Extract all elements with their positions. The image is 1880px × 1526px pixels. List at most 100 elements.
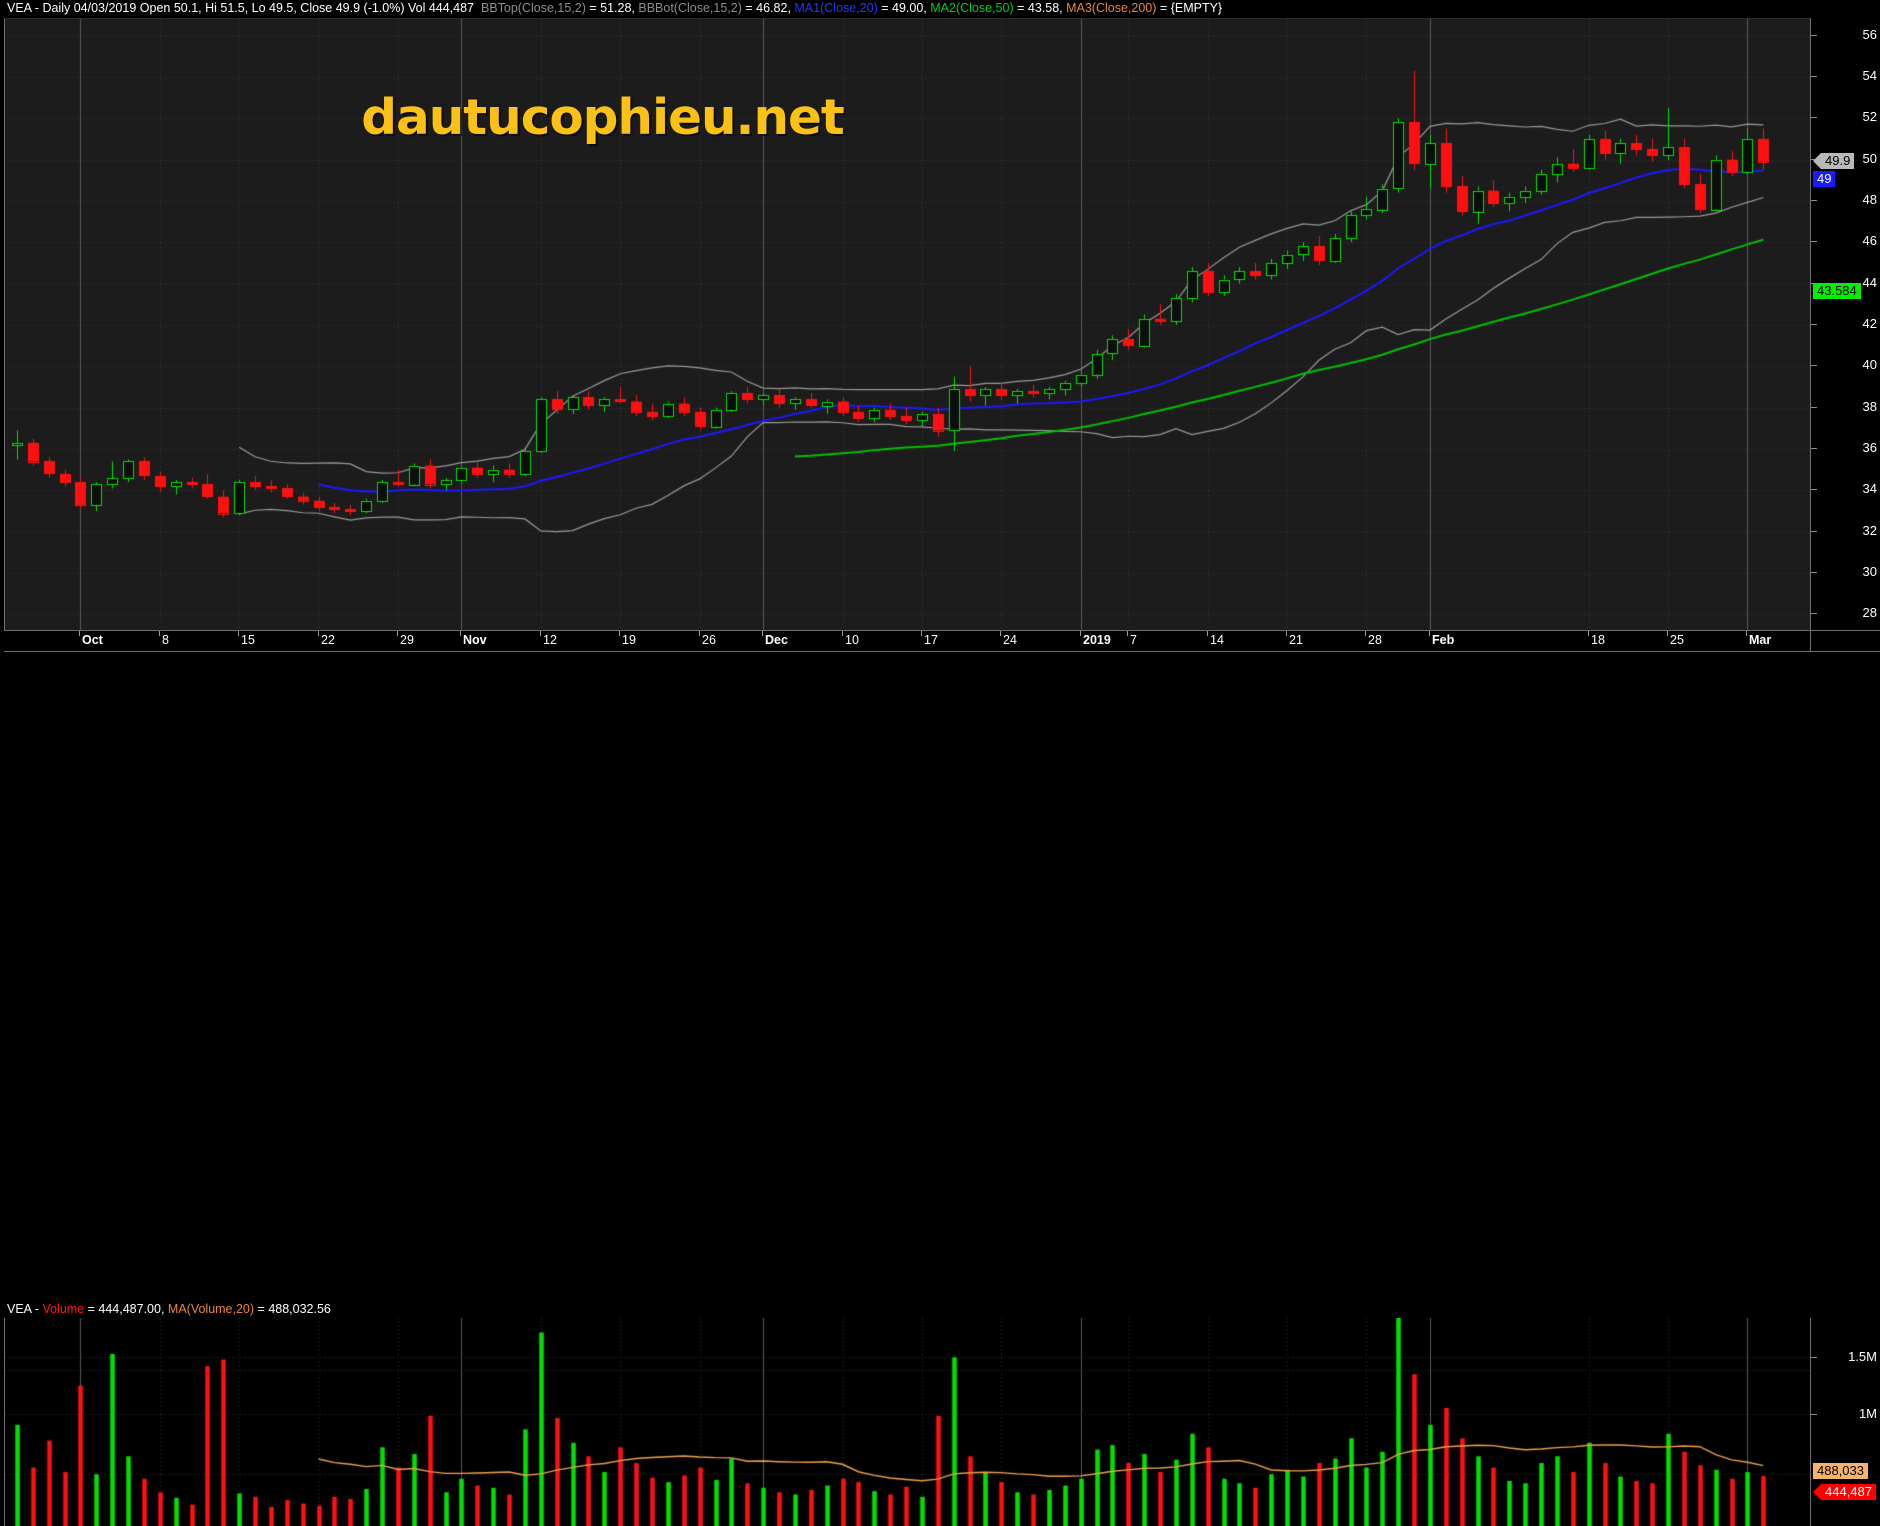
- price-axis-label: 54: [1862, 68, 1877, 83]
- date-axis-label: 24: [1003, 633, 1017, 647]
- price-axis-label: 38: [1862, 399, 1877, 414]
- price-axis-label: 30: [1862, 564, 1877, 579]
- price-axis-label: 48: [1862, 192, 1877, 207]
- date-axis-tick: [699, 631, 700, 636]
- header-bbtop-value: 51.28: [600, 1, 632, 15]
- date-axis-label: 19: [622, 633, 636, 647]
- header-ma3-value: {EMPTY}: [1170, 1, 1223, 15]
- price-axis-label: 56: [1862, 27, 1877, 42]
- price-axis-tick: [1811, 241, 1817, 242]
- date-axis-corner: [1810, 630, 1880, 652]
- header-bbtop-label: BBTop(Close,15,2): [480, 1, 586, 15]
- date-axis-tick: [1746, 631, 1747, 636]
- date-axis-tick: [159, 631, 160, 636]
- price-axis-tick: [1811, 613, 1817, 614]
- price-axis-label: 32: [1862, 523, 1877, 538]
- price-axis-label: 46: [1862, 233, 1877, 248]
- date-axis-label: 22: [321, 633, 335, 647]
- ma2-value-badge: 43.584: [1813, 283, 1861, 299]
- volume-axis-tick: [1811, 1414, 1817, 1415]
- date-axis-tick: [1588, 631, 1589, 636]
- candlestick-canvas[interactable]: [5, 19, 1811, 631]
- volume-axis[interactable]: 1.5M 1M 488,033 444,487: [1810, 1318, 1880, 1526]
- date-axis-tick: [397, 631, 398, 636]
- date-axis-label: 18: [1591, 633, 1605, 647]
- price-axis-tick: [1811, 489, 1817, 490]
- date-axis-tick: [1429, 631, 1430, 636]
- price-axis-tick: [1811, 407, 1817, 408]
- header-bbbot-value: 46.82: [756, 1, 788, 15]
- price-axis-label: 28: [1862, 605, 1877, 620]
- date-axis-tick: [1667, 631, 1668, 636]
- date-axis-label: 7: [1130, 633, 1137, 647]
- date-axis-label: 28: [1368, 633, 1382, 647]
- date-axis-label: 12: [543, 633, 557, 647]
- header-ma2-value: 43.58: [1027, 1, 1060, 15]
- date-axis-label: Nov: [463, 633, 487, 647]
- date-axis-tick: [1365, 631, 1366, 636]
- date-axis-tick: [762, 631, 763, 636]
- date-axis-tick: [1080, 631, 1081, 636]
- header-bbbot-label: BBBot(Close,15,2): [638, 1, 742, 15]
- date-axis-label: Feb: [1432, 633, 1455, 647]
- price-axis-tick: [1811, 572, 1817, 573]
- date-axis-label: Mar: [1749, 633, 1772, 647]
- price-axis[interactable]: 56 54 52 50 48 46 44 42 40 38 36 34 32 30 28 49.9 49 43.5…: [1810, 18, 1880, 630]
- price-axis-tick: [1811, 448, 1817, 449]
- date-axis-tick: [921, 631, 922, 636]
- date-axis-tick: [1207, 631, 1208, 636]
- price-axis-tick: [1811, 35, 1817, 36]
- date-axis-tick: [1286, 631, 1287, 636]
- volume-axis-tick: [1811, 1357, 1817, 1358]
- price-chart-plot-area[interactable]: [4, 18, 1811, 631]
- vol-header-volume-label: Volume: [42, 1302, 85, 1316]
- price-axis-label: 50: [1862, 151, 1877, 166]
- last-price-badge: 49.9: [1812, 153, 1855, 169]
- price-axis-tick: [1811, 365, 1817, 366]
- date-axis-label: 2019: [1083, 633, 1111, 647]
- vol-header-ma-value: 488,032.56: [268, 1302, 331, 1316]
- date-axis-tick: [540, 631, 541, 636]
- volume-canvas[interactable]: [5, 1318, 1811, 1526]
- price-panel: VEA - Daily 04/03/2019 Open 50.1, Hi 51.…: [0, 0, 1880, 631]
- date-axis-label: 15: [241, 633, 255, 647]
- price-axis-label: 44: [1862, 275, 1877, 290]
- header-ma1-label: MA1(Close,20): [794, 1, 878, 15]
- price-axis-tick: [1811, 76, 1817, 77]
- date-axis[interactable]: Oct 8 15 22 29 Nov 12 19 26 Dec 10 17 24 2019 7 14 21 28 F…: [4, 630, 1810, 652]
- header-ma1-value: 49.00: [892, 1, 924, 15]
- volume-axis-label: 1.5M: [1848, 1349, 1877, 1364]
- header-symbol: VEA: [7, 1, 32, 15]
- price-axis-tick: [1811, 200, 1817, 201]
- date-axis-label: 21: [1289, 633, 1303, 647]
- ma1-value-badge: 49: [1813, 171, 1836, 187]
- date-axis-label: 25: [1670, 633, 1684, 647]
- date-axis-tick: [842, 631, 843, 636]
- date-axis-tick: [79, 631, 80, 636]
- header-date: 04/03/2019: [73, 1, 137, 15]
- price-axis-label: 36: [1862, 440, 1877, 455]
- date-axis-tick: [1000, 631, 1001, 636]
- header-separator: -: [31, 1, 43, 15]
- header-ma3-label: MA3(Close,200): [1066, 1, 1157, 15]
- vol-header-symbol: VEA: [7, 1302, 32, 1316]
- vol-header-separator: -: [31, 1302, 43, 1316]
- volume-axis-label: 1M: [1858, 1406, 1877, 1421]
- date-axis-label: 29: [400, 633, 414, 647]
- date-axis-label: Dec: [765, 633, 788, 647]
- price-axis-label: 40: [1862, 357, 1877, 372]
- date-axis-tick: [460, 631, 461, 636]
- price-axis-label: 34: [1862, 481, 1877, 496]
- date-axis-label: 14: [1210, 633, 1224, 647]
- date-axis-label: 26: [702, 633, 716, 647]
- header-ohlc: Open 50.1, Hi 51.5, Lo 49.5, Close 49.9 …: [139, 1, 475, 15]
- price-axis-tick: [1811, 117, 1817, 118]
- header-timeframe: Daily: [42, 1, 71, 15]
- site-watermark: dautucophieu.net: [361, 89, 845, 146]
- vol-header-volume-value: 444,487.00: [98, 1302, 161, 1316]
- price-axis-tick: [1811, 531, 1817, 532]
- volume-chart-plot-area[interactable]: [4, 1318, 1811, 1526]
- date-axis-tick: [318, 631, 319, 636]
- price-axis-tick: [1811, 324, 1817, 325]
